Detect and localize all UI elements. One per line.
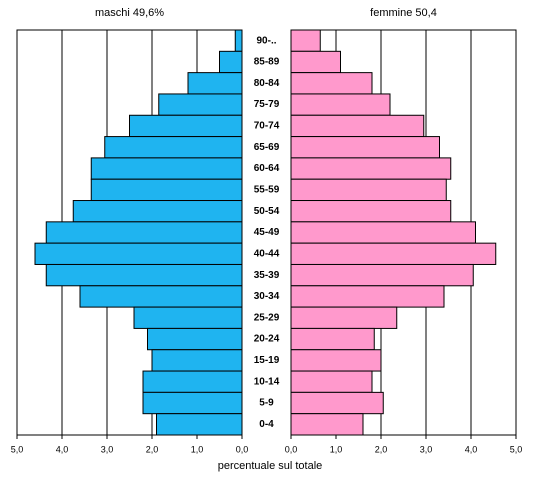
category-label: 80-84 (254, 78, 280, 89)
category-label: 5-9 (259, 398, 274, 409)
bar (151, 349, 243, 372)
bar (290, 93, 391, 116)
category-label: 25-29 (254, 312, 280, 323)
bar (129, 114, 243, 138)
bar (290, 114, 425, 138)
category-label: 10-14 (254, 376, 280, 387)
bar (234, 29, 243, 52)
x-tick-label: 1,0 (330, 444, 343, 454)
bar (290, 200, 452, 223)
bar (90, 157, 243, 180)
category-label: 20-24 (254, 334, 280, 345)
x-tick-label: 2,0 (146, 444, 159, 454)
bar (72, 200, 243, 223)
category-label: 50-54 (254, 206, 280, 217)
bar (290, 285, 445, 308)
bar (79, 285, 243, 308)
bar (156, 413, 243, 436)
x-tick-label: 2,0 (375, 444, 388, 454)
x-tick-label: 1,0 (191, 444, 204, 454)
x-tick-label: 5,0 (510, 444, 523, 454)
bar (45, 221, 243, 244)
bar (45, 263, 243, 287)
x-tick-label: 4,0 (56, 444, 69, 454)
category-label: 75-79 (254, 99, 280, 110)
x-tick-label: 3,0 (420, 444, 433, 454)
bar (290, 29, 321, 52)
bar (219, 50, 243, 74)
bar (290, 178, 447, 202)
category-label: 35-39 (254, 270, 280, 281)
bar (90, 178, 243, 202)
category-label: 40-44 (254, 248, 280, 259)
category-label: 45-49 (254, 227, 280, 238)
bar (290, 242, 497, 265)
category-label: 65-69 (254, 142, 280, 153)
category-label: 60-64 (254, 163, 280, 174)
bar (290, 349, 382, 372)
bar (158, 93, 243, 116)
bar (290, 391, 384, 415)
x-tick-label: 4,0 (465, 444, 478, 454)
x-axis-label: percentuale sul totale (218, 460, 323, 472)
bar (142, 391, 243, 415)
category-label: 15-19 (254, 355, 280, 366)
x-tick-label: 3,0 (101, 444, 114, 454)
series-title: maschi 49,6% (95, 7, 164, 19)
category-label: 85-89 (254, 57, 280, 68)
category-label: 70-74 (254, 121, 280, 132)
bar (290, 370, 373, 393)
bar (34, 242, 243, 265)
bar (142, 370, 243, 393)
category-label: 55-59 (254, 185, 280, 196)
category-label: 90-.. (256, 35, 276, 46)
category-label: 30-34 (254, 291, 280, 302)
bar (104, 136, 243, 159)
series-title: femmine 50,4 (370, 7, 437, 19)
x-tick-label: 0,0 (236, 444, 249, 454)
bar (147, 327, 243, 351)
bar (133, 306, 243, 329)
bar (290, 50, 341, 74)
bar (290, 72, 373, 95)
bar (290, 327, 375, 351)
bar (290, 263, 474, 287)
x-tick-label: 5,0 (11, 444, 24, 454)
bar (290, 157, 452, 180)
bar (290, 306, 398, 329)
bar (187, 72, 243, 95)
bar (290, 413, 364, 436)
x-tick-label: 0,0 (285, 444, 298, 454)
bar (290, 136, 440, 159)
category-label: 0-4 (259, 419, 274, 430)
bar (290, 221, 476, 244)
